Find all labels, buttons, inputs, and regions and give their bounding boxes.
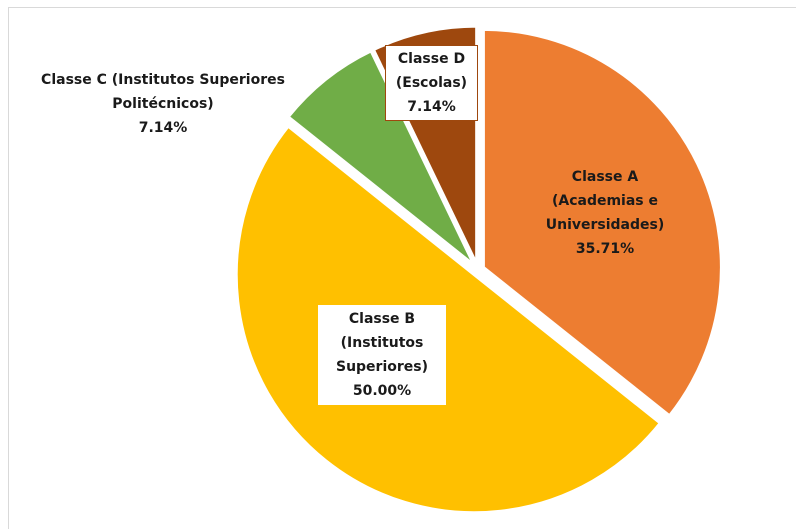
value-label: 7.14% bbox=[138, 120, 188, 136]
slices bbox=[234, 24, 723, 515]
slice-label: Classe C (Institutos Superiores Politécn… bbox=[38, 68, 288, 140]
category-name: Classe D (Escolas) bbox=[395, 51, 468, 91]
slice-label: Classe B (Institutos Superiores) 50.00% bbox=[318, 305, 446, 405]
chart-frame bbox=[8, 7, 796, 529]
category-name: Classe A (Academias e Universidades) bbox=[545, 169, 665, 233]
slice-label: Classe D (Escolas) 7.14% bbox=[385, 45, 478, 121]
category-name: Classe C (Institutos Superiores Politécn… bbox=[41, 72, 285, 112]
pie-slice bbox=[234, 124, 663, 515]
category-name: Classe B (Institutos Superiores) bbox=[335, 311, 429, 375]
value-label: 35.71% bbox=[575, 241, 635, 257]
value-label: 50.00% bbox=[352, 383, 412, 399]
slice-label: Classe A (Academias e Universidades) 35.7… bbox=[525, 165, 685, 261]
value-label: 7.14% bbox=[407, 99, 456, 115]
pie-slice bbox=[481, 27, 723, 418]
pie-slice bbox=[286, 48, 476, 267]
